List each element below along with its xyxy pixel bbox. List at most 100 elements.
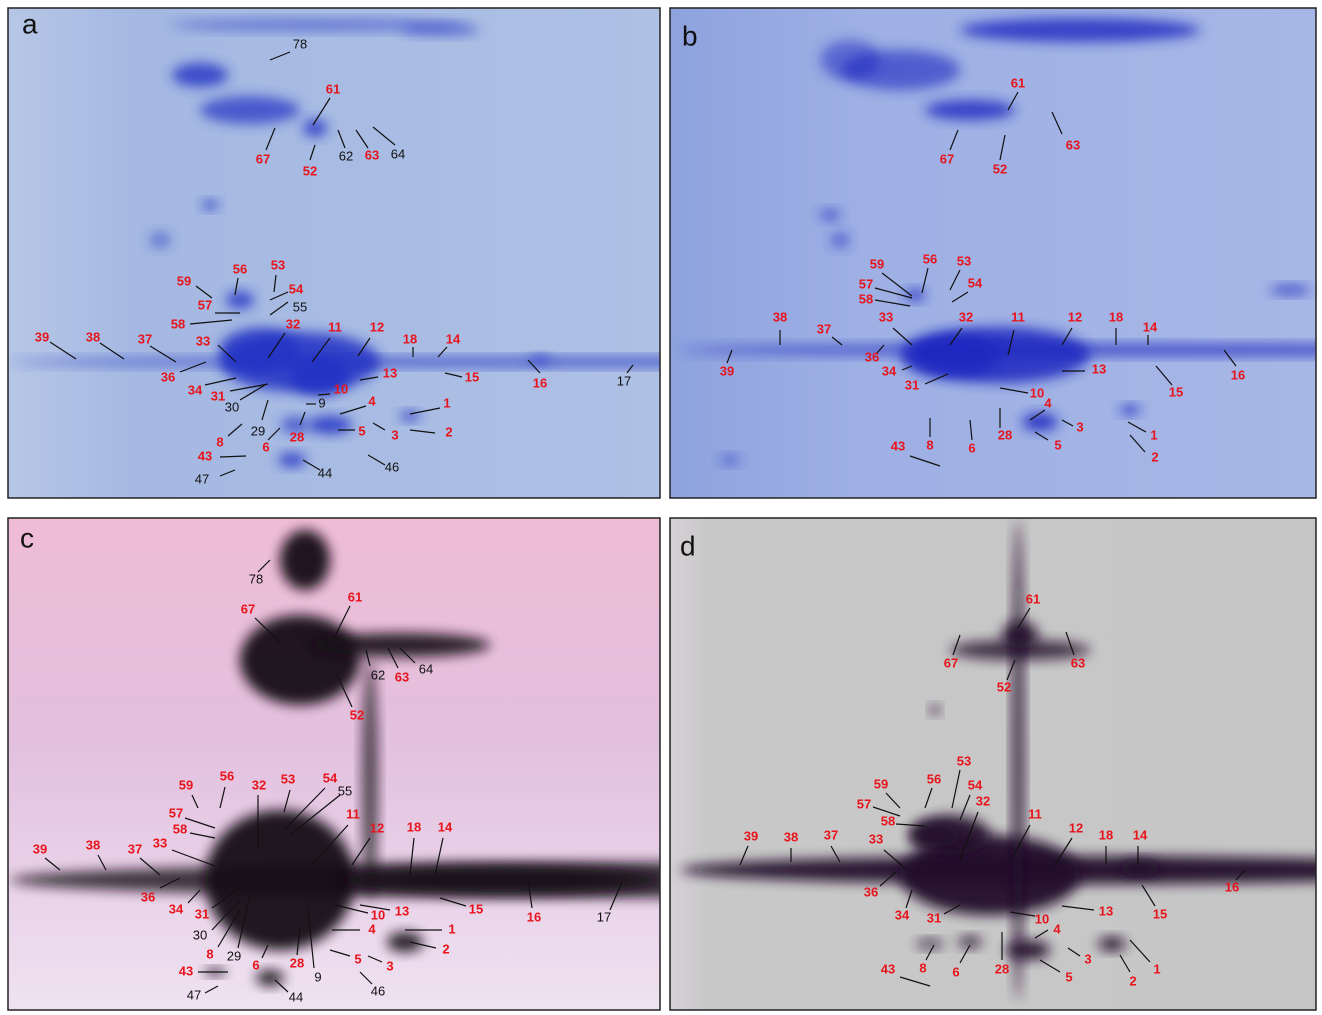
spot-label: 43 [891,438,905,453]
spot-label: 14 [438,819,453,834]
protein-spot [205,810,355,950]
gel-background [8,518,660,1010]
protein-spot [1120,860,1160,876]
leader-line [925,944,935,961]
spot-label: 1 [1153,961,1160,976]
leader-line [879,871,897,887]
leader-line [359,971,373,985]
spot-label: 67 [940,151,954,166]
leader-line [189,832,216,839]
spot-label: 1 [443,395,450,410]
spot-label: 62 [339,148,353,163]
leader-line [267,427,281,441]
spot-label: 16 [533,375,547,390]
leader-line [909,455,941,467]
spot-label: 5 [358,423,365,438]
leader-line [234,277,239,296]
leader-line [895,823,926,827]
leader-line [949,129,959,151]
spot-label: 10 [1030,385,1044,400]
protein-spot [830,232,850,248]
spot-label: 54 [968,777,983,792]
spot-label: 31 [927,910,941,925]
spot-label: 4 [1044,395,1052,410]
leader-line [274,979,289,993]
protein-spot [960,18,1200,42]
leader-line [951,769,961,809]
leader-line [265,127,276,151]
leader-line [949,327,963,346]
leader-line [444,372,463,378]
spot-label: 29 [227,948,241,963]
leader-line [921,267,929,294]
leader-line [237,894,251,949]
leader-line [1223,349,1237,367]
leader-line [187,889,201,904]
spot-label: 31 [195,906,209,921]
spot-label: 15 [469,901,483,916]
protein-spot [1098,937,1126,951]
leader-line [959,944,971,964]
leader-line [229,383,269,392]
spot-label: 38 [86,837,100,852]
panel-letter: a [22,8,38,39]
spot-label: 56 [927,771,941,786]
leader-line [372,126,396,146]
spot-label: 64 [419,661,433,676]
spot-label: 11 [1028,806,1042,821]
panel-border [669,7,1317,499]
spot-label: 34 [882,363,897,378]
spot-label: 12 [1069,820,1083,835]
spot-label: 10 [371,907,385,922]
panel-letter: d [680,530,696,561]
leader-line [355,129,369,149]
spot-label: 32 [252,777,266,792]
leader-line [609,881,623,911]
leader-line [726,349,733,364]
spot-label: 18 [407,819,421,834]
leader-line [1155,365,1173,386]
spot-label: 57 [859,276,873,291]
leader-line [1127,421,1147,433]
leader-line [1061,327,1073,346]
protein-spot [202,200,218,210]
spot-label: 13 [383,365,397,380]
spot-label: 28 [290,955,304,970]
protein-spot [910,823,960,847]
spot-label: 58 [171,316,185,331]
spot-label: 4 [368,393,376,408]
leader-line [399,647,416,664]
spot-label: 52 [993,161,1007,176]
spot-label: 4 [1053,921,1061,936]
protein-spot [308,416,352,434]
spot-label: 54 [323,770,338,785]
leader-line [261,944,269,959]
leader-line [409,407,441,415]
gel-background [670,8,1316,498]
leader-line [317,393,331,396]
leader-line [1006,659,1016,681]
protein-spot [930,705,940,715]
leader-line [331,605,351,643]
leader-line [217,909,241,948]
leader-line [204,377,237,386]
gel-panel [670,8,1316,498]
leader-line [269,51,291,61]
leader-line [874,287,913,299]
leader-line [999,387,1029,394]
leader-line [1029,409,1046,421]
leader-line [409,941,437,949]
spot-label: 17 [597,909,611,924]
spot-label: 34 [169,901,184,916]
panel-border [669,517,1317,1011]
spot-label: 56 [220,768,234,783]
leader-line [336,674,353,708]
spot-label: 55 [293,299,307,314]
spot-label: 3 [1084,951,1091,966]
spot-label: 43 [881,961,895,976]
leader-line [357,337,371,357]
spot-label: 57 [198,297,212,312]
spot-label: 36 [141,889,155,904]
spot-label: 18 [1099,827,1113,842]
